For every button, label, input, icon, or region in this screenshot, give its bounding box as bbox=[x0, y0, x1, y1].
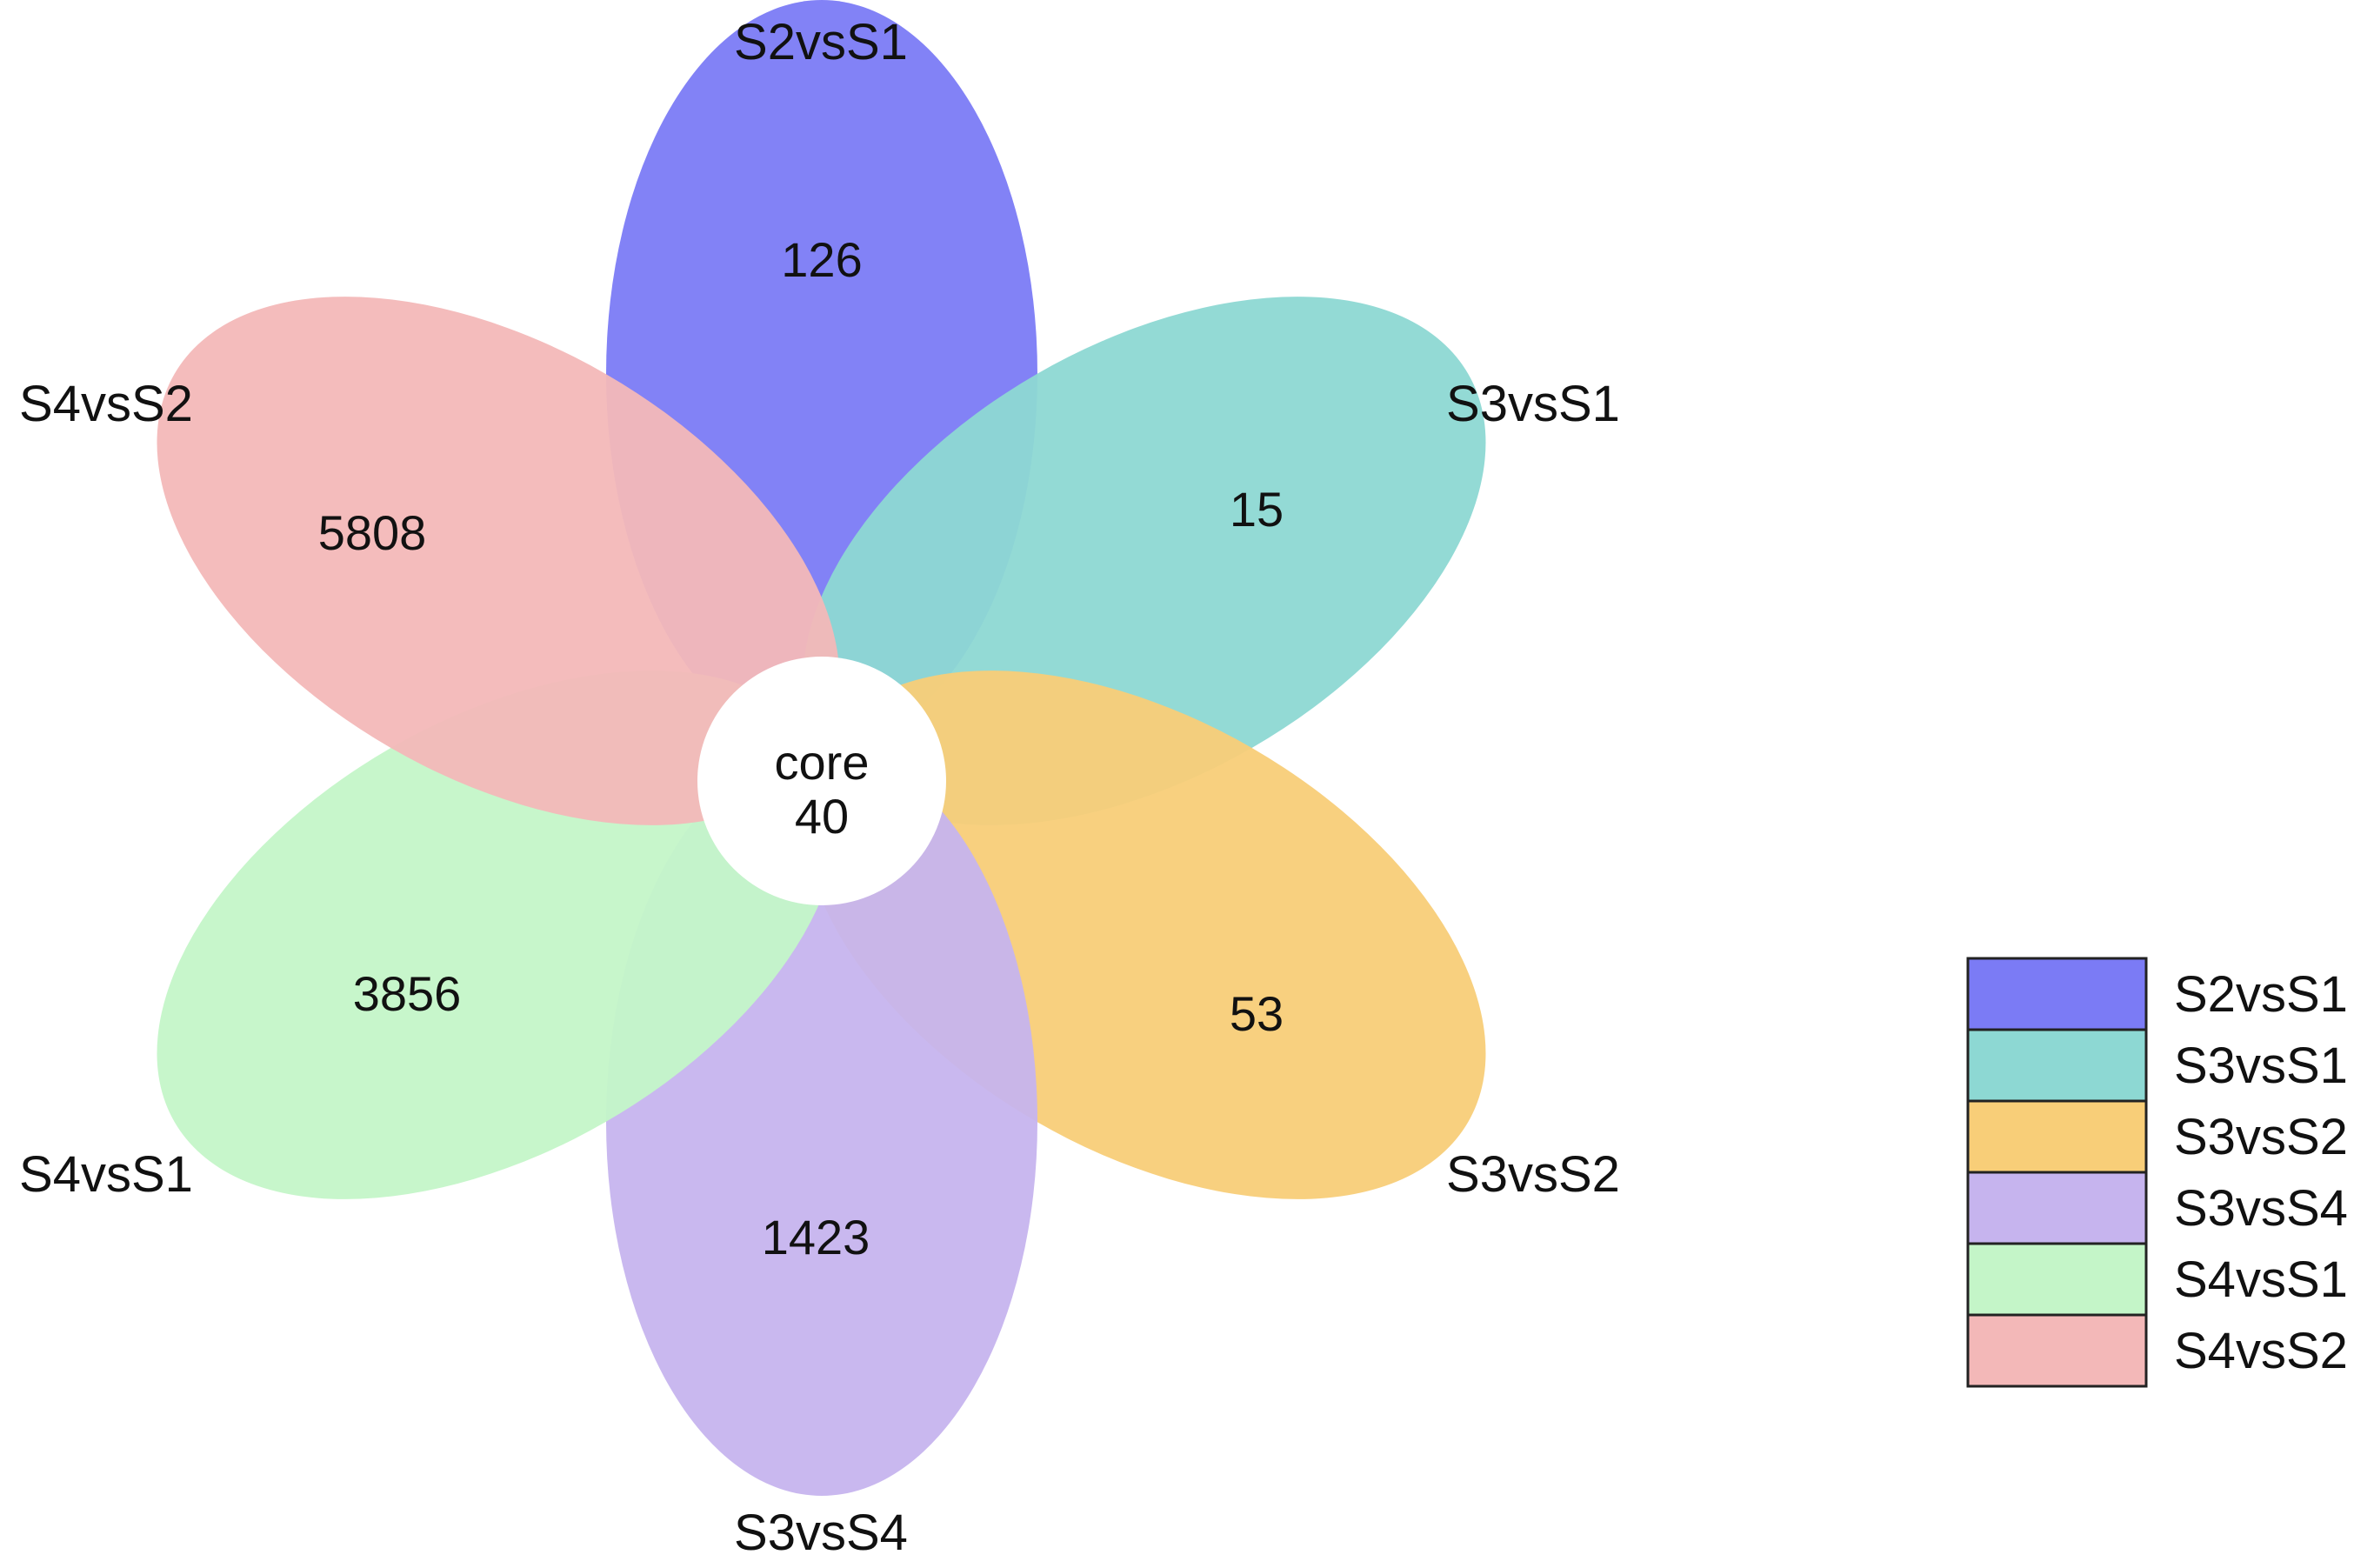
legend-swatch-s3vss2 bbox=[1966, 1099, 2148, 1174]
count-s3vss2: 53 bbox=[1230, 986, 1284, 1041]
core-label: core bbox=[775, 735, 870, 790]
legend-swatch-s4vss2 bbox=[1966, 1313, 2148, 1388]
count-s2vss1: 126 bbox=[781, 232, 862, 287]
petal-s4vss2 bbox=[157, 297, 840, 825]
count-s4vss1: 3856 bbox=[353, 966, 462, 1021]
label-s4vss1: S4vsS1 bbox=[19, 1146, 193, 1203]
petals bbox=[157, 0, 1486, 1496]
count-s4vss2: 5808 bbox=[318, 505, 427, 560]
count-s3vss4: 1423 bbox=[762, 1210, 870, 1264]
legend-label-s3vss2: S3vsS2 bbox=[2174, 1109, 2348, 1165]
legend-swatch-s2vss1 bbox=[1966, 957, 2148, 1031]
legend-label-s4vss2: S4vsS2 bbox=[2174, 1323, 2348, 1379]
core-value: 40 bbox=[795, 789, 849, 844]
legend-label-s3vss1: S3vsS1 bbox=[2174, 1038, 2348, 1094]
legend-swatch-s4vss1 bbox=[1966, 1242, 2148, 1317]
label-s2vss1: S2vsS1 bbox=[734, 14, 908, 70]
legend-label-s2vss1: S2vsS1 bbox=[2174, 966, 2348, 1023]
label-s3vss4: S3vsS4 bbox=[734, 1505, 908, 1561]
core-circle bbox=[697, 657, 946, 905]
legend-label-s4vss1: S4vsS1 bbox=[2174, 1251, 2348, 1308]
label-s3vss1: S3vsS1 bbox=[1446, 376, 1620, 432]
legend: S2vsS1 S3vsS1 S3vsS2 S3vsS4 S4vsS1 S4vsS… bbox=[1966, 957, 2348, 1388]
label-s3vss2: S3vsS2 bbox=[1446, 1146, 1620, 1203]
legend-swatch-s3vss1 bbox=[1966, 1028, 2148, 1103]
label-s4vss2: S4vsS2 bbox=[19, 376, 193, 432]
legend-label-s3vss4: S3vsS4 bbox=[2174, 1180, 2348, 1237]
count-s3vss1: 15 bbox=[1230, 482, 1284, 537]
legend-swatch-s3vss4 bbox=[1966, 1171, 2148, 1245]
